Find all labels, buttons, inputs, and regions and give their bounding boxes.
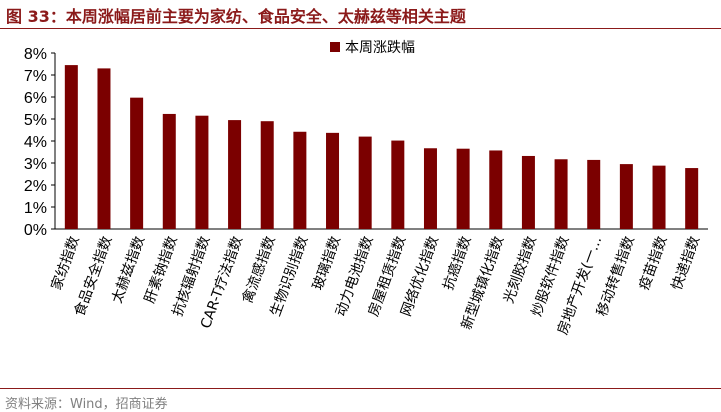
legend-swatch: [330, 42, 340, 52]
y-tick-label: 6%: [24, 90, 47, 107]
bar: [260, 121, 274, 229]
bar: [521, 155, 535, 229]
chart-title: 图 33：本周涨幅居前主要为家纺、食品安全、太赫兹等相关主题: [6, 7, 466, 26]
bar: [685, 168, 699, 229]
bar: [619, 164, 633, 229]
bar-chart: 0% 1% 2% 3% 4% 5% 6% 7% 8% 家纺指数食品安全指数太赫兹指数肝素钠指数抗…: [24, 40, 708, 337]
x-axis-labels: 家纺指数食品安全指数太赫兹指数肝素钠指数抗核辐射指数CAR-T疗法指数禽流感指数…: [48, 234, 703, 337]
x-category-label: 抗癌指数: [440, 234, 474, 292]
bar: [652, 165, 666, 229]
bar: [554, 159, 568, 229]
y-tick-label: 2%: [24, 178, 47, 195]
x-category-label: 家纺指数: [48, 234, 83, 292]
bar: [64, 65, 78, 229]
x-category-label: 快递指数: [669, 234, 703, 292]
bar: [489, 150, 503, 229]
bar: [423, 148, 437, 229]
y-tick-label: 4%: [24, 134, 47, 151]
x-category-label: 玻璃指数: [309, 234, 344, 292]
y-tick-label: 0%: [24, 222, 47, 239]
bar: [456, 148, 470, 229]
x-category-label: 禽流感指数: [239, 234, 279, 306]
legend-label: 本周涨跌幅: [345, 40, 415, 56]
bar: [587, 159, 601, 229]
bar: [97, 68, 111, 230]
bar: [130, 97, 144, 229]
bar: [228, 120, 242, 229]
y-tick-label: 7%: [24, 68, 47, 85]
y-tick-label: 1%: [24, 200, 47, 217]
bar: [195, 115, 209, 229]
bar: [162, 113, 176, 229]
source-note: 资料来源：Wind，招商证券: [5, 397, 168, 412]
x-category-label: 肝素钠指数: [142, 234, 181, 305]
y-tick-label: 3%: [24, 156, 47, 173]
bars: [64, 65, 699, 230]
bar: [391, 140, 405, 229]
source-divider: [0, 388, 721, 389]
x-category-label: 太赫兹指数: [109, 234, 148, 305]
legend: 本周涨跌幅: [330, 40, 415, 56]
bar: [293, 131, 307, 229]
bar: [326, 132, 340, 229]
x-category-label: 疫苗指数: [636, 234, 670, 292]
bar: [358, 136, 372, 229]
y-axis: 0% 1% 2% 3% 4% 5% 6% 7% 8%: [24, 46, 708, 239]
x-category-label: 光刻胶指数: [500, 234, 540, 306]
y-tick-label: 5%: [24, 112, 47, 129]
y-tick-label: 8%: [24, 46, 47, 63]
title-bar: 图 33：本周涨幅居前主要为家纺、食品安全、太赫兹等相关主题: [0, 0, 721, 29]
